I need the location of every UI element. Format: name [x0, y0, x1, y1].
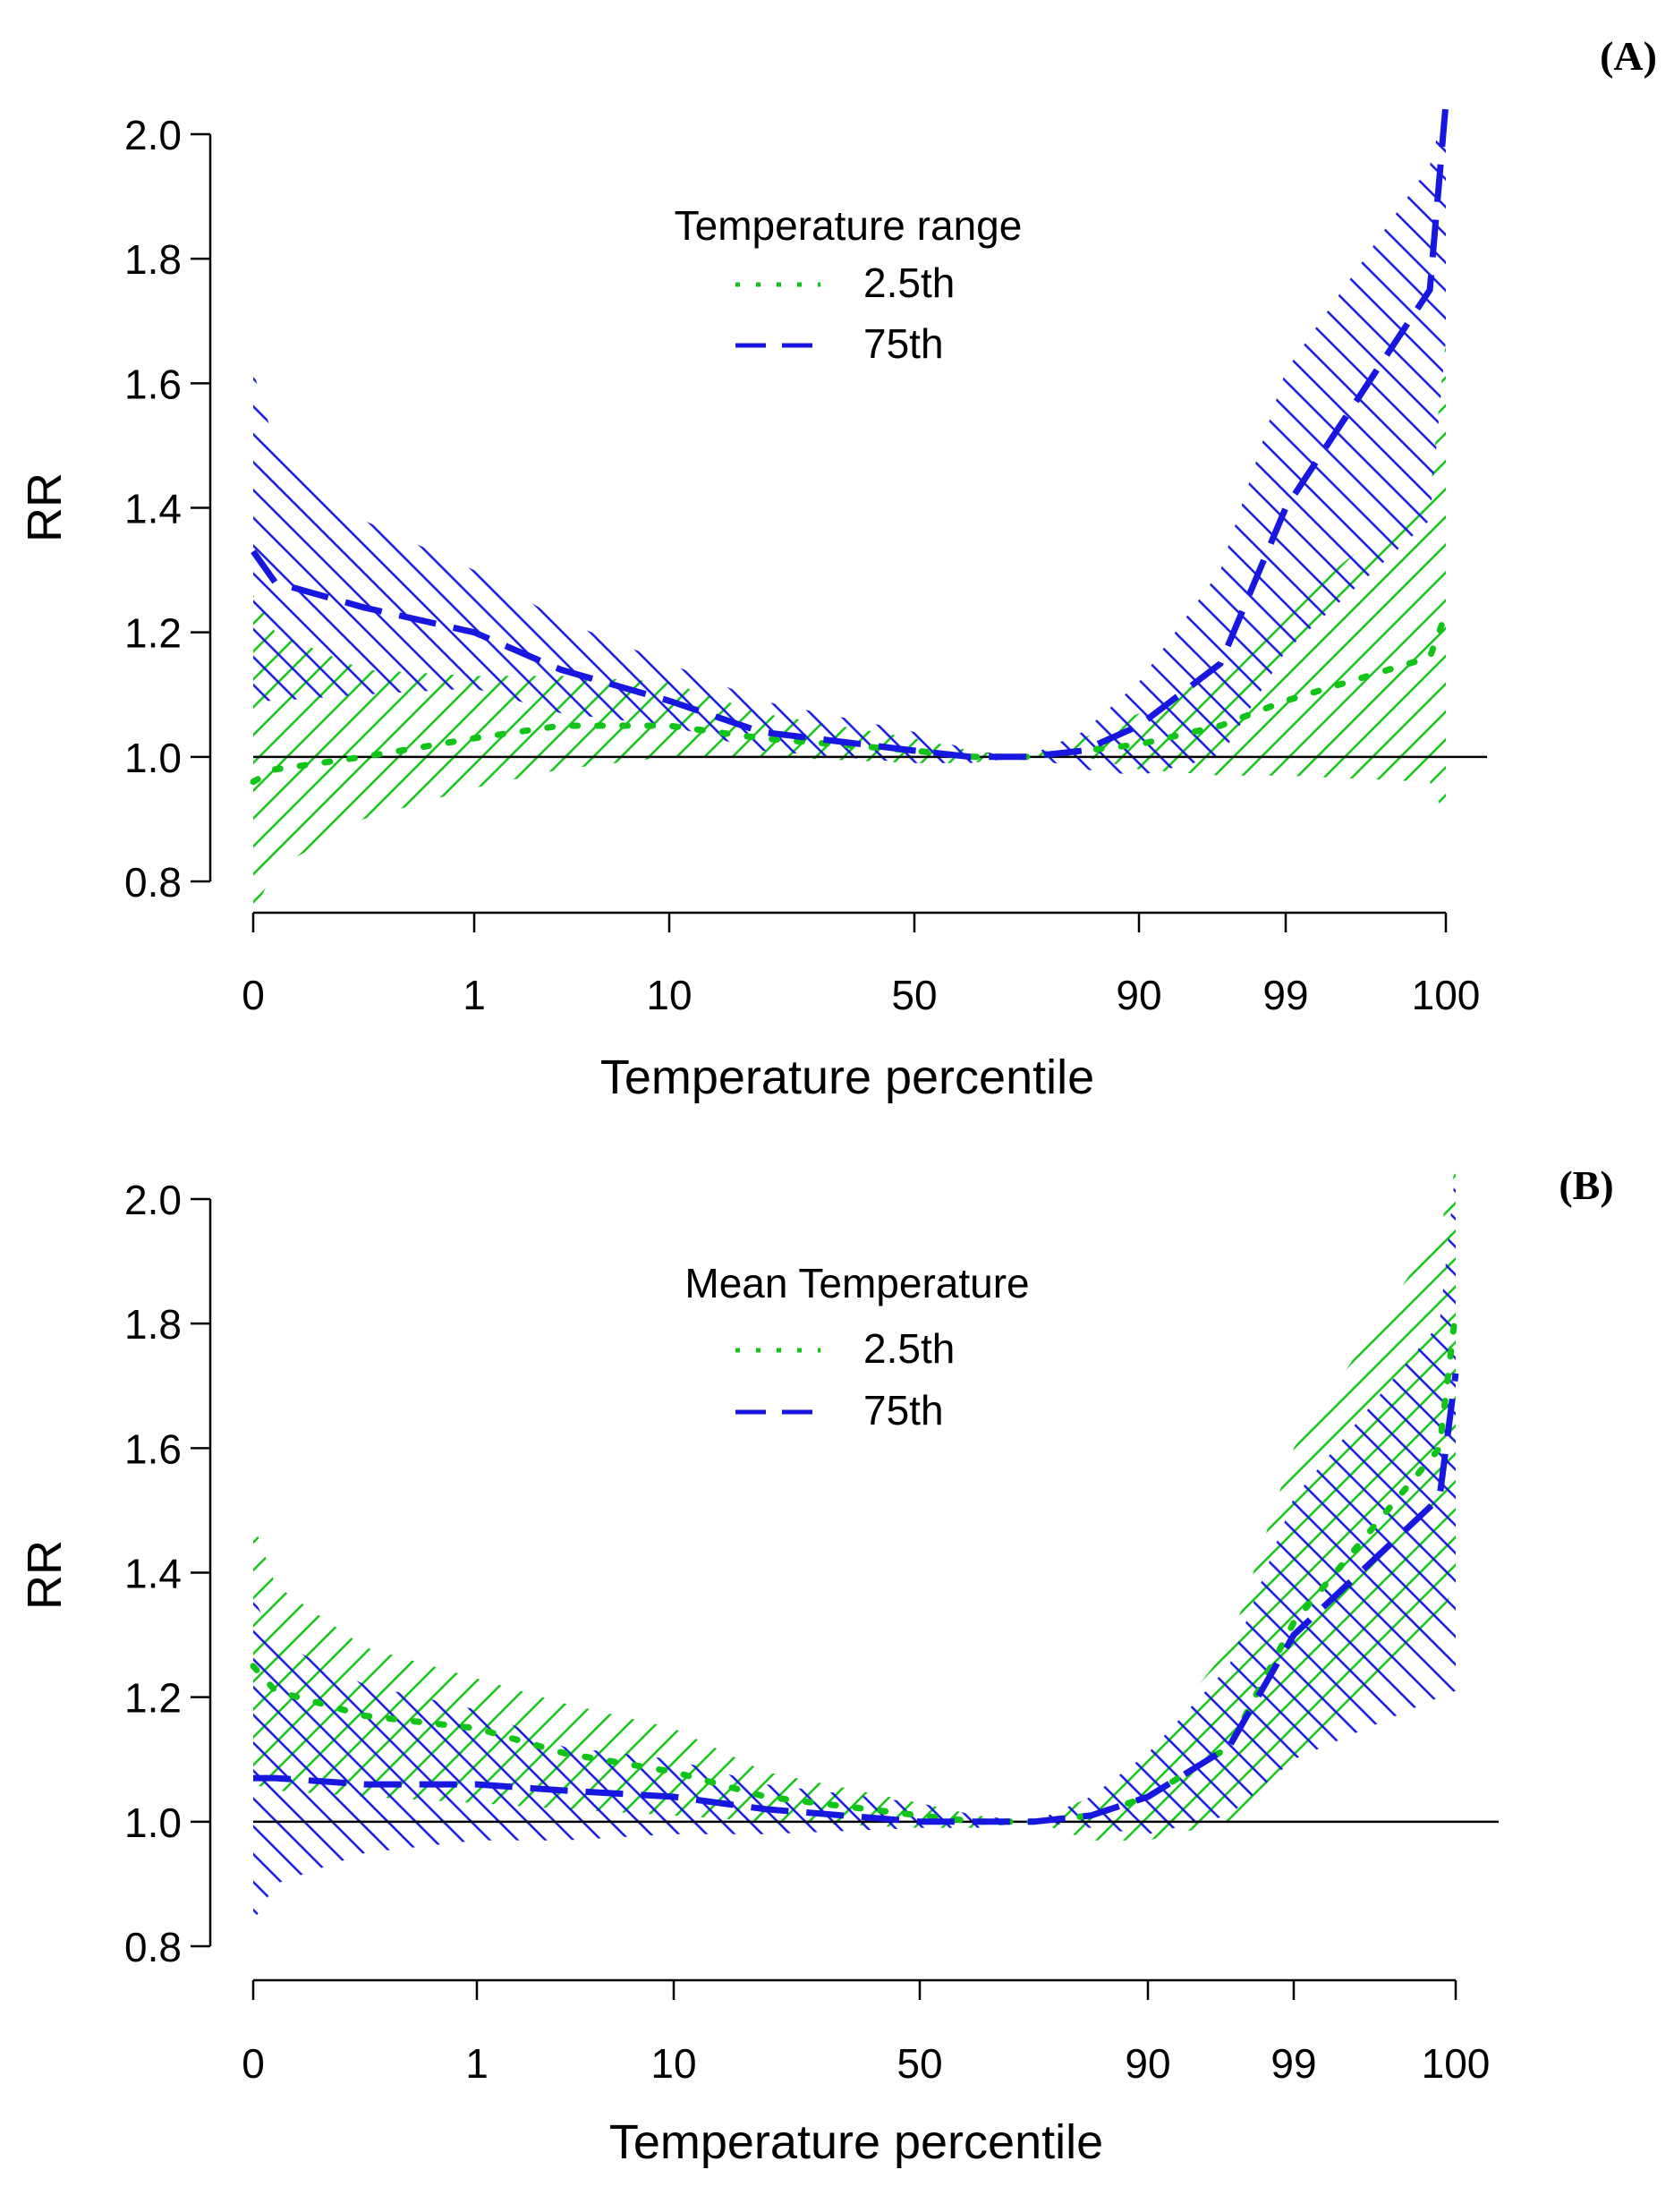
x-tick-label: 90: [1125, 2040, 1170, 2087]
y-tick-label: 1.8: [124, 1301, 182, 1348]
y-tick-label: 1.0: [124, 1799, 182, 1846]
y-tick-label: 1.6: [124, 361, 182, 407]
x-tick-label: 10: [650, 2040, 696, 2087]
y-tick-label: 1.8: [124, 236, 182, 283]
panel-label: (B): [1559, 1162, 1613, 1208]
x-tick-label: 1: [463, 972, 486, 1018]
x-tick-label: 0: [242, 2040, 265, 2087]
x-tick-label: 10: [646, 972, 692, 1018]
legend-entry: 2.5th: [863, 259, 955, 306]
x-tick-label: 90: [1116, 972, 1161, 1018]
ci-band-75th: [253, 1168, 1456, 1922]
y-tick-label: 1.4: [124, 486, 182, 532]
x-tick-label: 0: [242, 972, 265, 1018]
x-tick-label: 100: [1412, 972, 1481, 1018]
x-axis-label: Temperature percentile: [609, 2115, 1103, 2169]
panel-label: (A): [1600, 33, 1657, 79]
legend-entry: 2.5th: [863, 1325, 955, 1372]
y-tick-label: 2.0: [124, 112, 182, 158]
legend: Temperature range 2.5th 75th: [675, 202, 1023, 367]
panel-a: 0.8 1.0 1.2 1.4 1.6 1.8 2.0 0 1 10 50 90 99 100 Temper…: [18, 33, 1657, 1104]
legend-entry: 75th: [863, 320, 944, 367]
y-axis-label: RR: [18, 1540, 72, 1610]
x-tick-label: 50: [891, 972, 937, 1018]
x-tick-label: 1: [465, 2040, 489, 2087]
x-tick-label: 100: [1422, 2040, 1491, 2087]
legend-title: Temperature range: [675, 202, 1023, 249]
y-tick-label: 0.8: [124, 859, 182, 906]
series-line-25th: [250, 1307, 1459, 1825]
series-line-75th: [251, 102, 1449, 761]
y-tick-label: 1.2: [124, 610, 182, 657]
x-tick-label: 99: [1262, 972, 1308, 1018]
series-line-75th: [253, 1373, 1459, 1825]
legend-entry: 75th: [863, 1387, 944, 1434]
y-tick-label: 1.6: [124, 1425, 182, 1472]
y-tick-label: 0.8: [124, 1924, 182, 1970]
y-tick-label: 1.4: [124, 1551, 182, 1597]
x-tick-label: 50: [896, 2040, 942, 2087]
panel-b: 0.8 1.0 1.2 1.4 1.6 1.8 2.0 0 1 10 50 90 99 100 Temper…: [18, 1162, 1614, 2169]
y-axis-label: RR: [18, 472, 72, 542]
y-tick-label: 1.2: [124, 1675, 182, 1722]
y-tick-label: 2.0: [124, 1177, 182, 1223]
x-tick-label: 99: [1270, 2040, 1316, 2087]
legend: Mean Temperature 2.5th 75th: [684, 1260, 1029, 1434]
y-tick-label: 1.0: [124, 735, 182, 781]
legend-title: Mean Temperature: [684, 1260, 1029, 1306]
x-axis-label: Temperature percentile: [600, 1051, 1094, 1104]
